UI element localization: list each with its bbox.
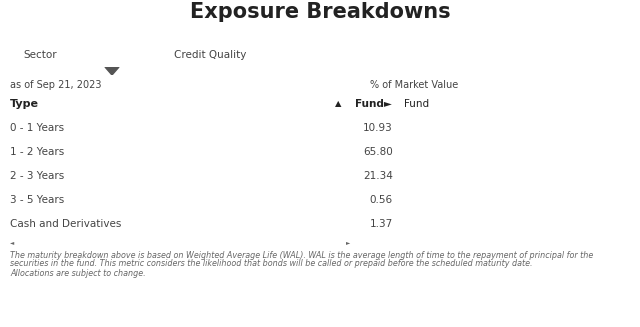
Text: % of Market Value: % of Market Value bbox=[370, 80, 458, 90]
Text: ◄: ◄ bbox=[10, 240, 14, 245]
Text: 1.37: 1.37 bbox=[370, 219, 393, 229]
Text: Sector: Sector bbox=[23, 50, 57, 60]
Text: The maturity breakdown above is based on Weighted Average Life (WAL). WAL is the: The maturity breakdown above is based on… bbox=[10, 251, 593, 260]
Text: Cash and Derivatives: Cash and Derivatives bbox=[10, 219, 122, 229]
Text: 65.80: 65.80 bbox=[364, 147, 393, 157]
Text: Allocations are subject to change.: Allocations are subject to change. bbox=[10, 269, 146, 278]
Text: as of Sep 21, 2023: as of Sep 21, 2023 bbox=[10, 80, 102, 90]
Text: Exposure Breakdowns: Exposure Breakdowns bbox=[189, 2, 451, 22]
Text: Fund: Fund bbox=[404, 99, 429, 109]
Text: ►: ► bbox=[346, 240, 350, 245]
Text: 3 - 5 Years: 3 - 5 Years bbox=[10, 195, 64, 205]
Text: Type: Type bbox=[10, 99, 39, 109]
Polygon shape bbox=[105, 67, 119, 75]
Text: ▲: ▲ bbox=[335, 99, 342, 109]
Text: 2 - 3 Years: 2 - 3 Years bbox=[10, 171, 64, 181]
Text: 0 - 1 Years: 0 - 1 Years bbox=[10, 123, 64, 133]
Text: 1 - 2 Years: 1 - 2 Years bbox=[10, 147, 64, 157]
Text: Fund►: Fund► bbox=[355, 99, 392, 109]
Text: Maturity: Maturity bbox=[90, 50, 134, 60]
Text: Credit Quality: Credit Quality bbox=[174, 50, 246, 60]
Text: 10.93: 10.93 bbox=[364, 123, 393, 133]
Text: 0.56: 0.56 bbox=[370, 195, 393, 205]
Text: securities in the fund. This metric considers the likelihood that bonds will be : securities in the fund. This metric cons… bbox=[10, 259, 532, 268]
Text: 21.34: 21.34 bbox=[363, 171, 393, 181]
